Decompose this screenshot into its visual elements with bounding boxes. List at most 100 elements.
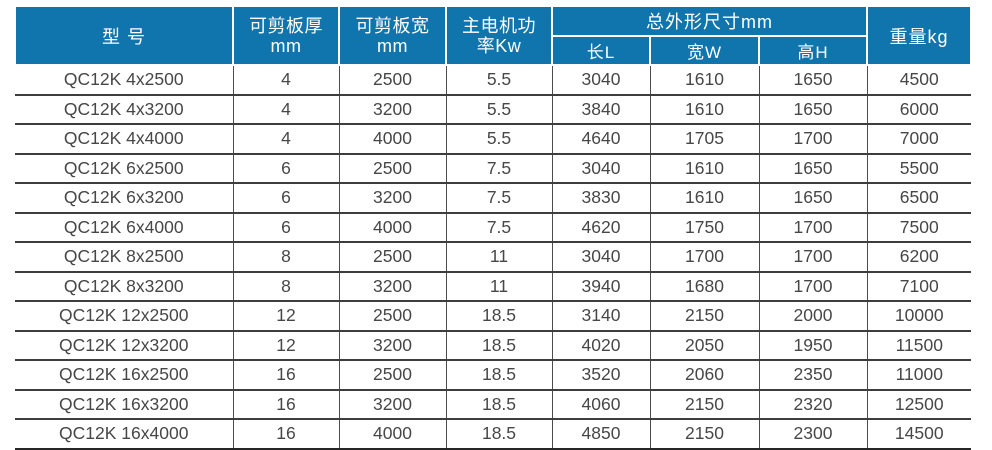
- col-header-power-line2: 率Kw: [476, 35, 522, 56]
- model-cell: QC12K 4x4000: [15, 124, 234, 155]
- col-header-width-line2: mm: [377, 35, 408, 56]
- value-cell: 4640: [551, 124, 651, 155]
- value-cell: 1700: [758, 124, 868, 155]
- value-cell: 1700: [758, 212, 868, 243]
- value-cell: 3200: [338, 330, 447, 361]
- value-cell: 16: [232, 389, 340, 420]
- value-cell: 1680: [649, 271, 760, 302]
- value-cell: 12: [232, 330, 340, 361]
- value-cell: 2500: [338, 65, 447, 96]
- col-header-dimensions-group: 总外形尺寸mm: [551, 5, 868, 37]
- value-cell: 4: [232, 124, 340, 155]
- table-header: 型 号 可剪板厚 mm 可剪板宽 mm 主电机功 率Kw 总外形尺寸mm 重量k…: [14, 5, 972, 66]
- value-cell: 2060: [649, 360, 760, 391]
- value-cell: 3200: [338, 389, 447, 420]
- value-cell: 1700: [758, 242, 868, 273]
- table-row: QC12K 6x3200 6 3200 7.5 3830 1610 1650 6500: [15, 183, 971, 214]
- value-cell: 11500: [866, 330, 971, 361]
- value-cell: 2500: [338, 153, 447, 184]
- model-cell: QC12K 12x2500: [15, 301, 234, 332]
- value-cell: 18.5: [445, 360, 553, 391]
- value-cell: 8: [232, 271, 340, 302]
- value-cell: 5500: [866, 153, 971, 184]
- table-row: QC12K 4x3200 4 3200 5.5 3840 1610 1650 6000: [15, 94, 971, 125]
- value-cell: 6000: [866, 94, 971, 125]
- col-header-thickness-line1: 可剪板厚: [249, 15, 323, 36]
- value-cell: 11000: [866, 360, 971, 391]
- value-cell: 12500: [866, 389, 971, 420]
- value-cell: 2500: [338, 360, 447, 391]
- value-cell: 1650: [758, 94, 868, 125]
- table-row: QC12K 8x3200 8 3200 11 3940 1680 1700 7100: [15, 271, 971, 302]
- value-cell: 3200: [338, 183, 447, 214]
- value-cell: 16: [232, 360, 340, 391]
- model-cell: QC12K 4x2500: [15, 65, 234, 96]
- value-cell: 4000: [338, 124, 447, 155]
- table-body: QC12K 4x2500 4 2500 5.5 3040 1610 1650 4500 QC12…: [15, 65, 971, 450]
- value-cell: 7100: [866, 271, 971, 302]
- value-cell: 1700: [758, 271, 868, 302]
- value-cell: 2050: [649, 330, 760, 361]
- table-row: QC12K 6x2500 6 2500 7.5 3040 1610 1650 5500: [15, 153, 971, 184]
- value-cell: 6: [232, 153, 340, 184]
- value-cell: 7000: [866, 124, 971, 155]
- col-header-model: 型 号: [14, 5, 234, 66]
- table-row: QC12K 8x2500 8 2500 11 3040 1700 1700 6200: [15, 242, 971, 273]
- value-cell: 2500: [338, 301, 447, 332]
- table-row: QC12K 12x2500 12 2500 18.5 3140 2150 2000 10000: [15, 301, 971, 332]
- value-cell: 5.5: [445, 94, 553, 125]
- col-header-width: 可剪板宽 mm: [338, 5, 447, 66]
- model-cell: QC12K 16x4000: [15, 419, 234, 450]
- value-cell: 7500: [866, 212, 971, 243]
- model-cell: QC12K 12x3200: [15, 330, 234, 361]
- value-cell: 3200: [338, 94, 447, 125]
- model-cell: QC12K 16x2500: [15, 360, 234, 391]
- model-cell: QC12K 8x2500: [15, 242, 234, 273]
- value-cell: 3140: [551, 301, 651, 332]
- value-cell: 1650: [758, 65, 868, 96]
- col-header-thickness-line2: mm: [270, 35, 302, 56]
- value-cell: 5.5: [445, 124, 553, 155]
- value-cell: 3830: [551, 183, 651, 214]
- value-cell: 1705: [649, 124, 760, 155]
- value-cell: 2150: [649, 301, 760, 332]
- table-row: QC12K 12x3200 12 3200 18.5 4020 2050 1950 11500: [15, 330, 971, 361]
- value-cell: 4500: [866, 65, 971, 96]
- value-cell: 4060: [551, 389, 651, 420]
- model-cell: QC12K 6x3200: [15, 183, 234, 214]
- value-cell: 7.5: [445, 212, 553, 243]
- value-cell: 3520: [551, 360, 651, 391]
- value-cell: 2300: [758, 419, 868, 450]
- value-cell: 6200: [866, 242, 971, 273]
- value-cell: 18.5: [445, 330, 553, 361]
- value-cell: 18.5: [445, 419, 553, 450]
- value-cell: 1650: [758, 183, 868, 214]
- value-cell: 3040: [551, 65, 651, 96]
- value-cell: 3040: [551, 242, 651, 273]
- table-row: QC12K 4x4000 4 4000 5.5 4640 1705 1700 7000: [15, 124, 971, 155]
- value-cell: 7.5: [445, 153, 553, 184]
- spec-table: 型 号 可剪板厚 mm 可剪板宽 mm 主电机功 率Kw 总外形尺寸mm 重量k…: [14, 5, 972, 450]
- value-cell: 1610: [649, 65, 760, 96]
- value-cell: 2000: [758, 301, 868, 332]
- value-cell: 6: [232, 183, 340, 214]
- value-cell: 4000: [338, 419, 447, 450]
- value-cell: 2320: [758, 389, 868, 420]
- value-cell: 7.5: [445, 183, 553, 214]
- value-cell: 1650: [758, 153, 868, 184]
- value-cell: 1610: [649, 94, 760, 125]
- value-cell: 11: [445, 242, 553, 273]
- value-cell: 11: [445, 271, 553, 302]
- table-row: QC12K 16x3200 16 3200 18.5 4060 2150 2320 12500: [15, 389, 971, 420]
- value-cell: 2350: [758, 360, 868, 391]
- value-cell: 2500: [338, 242, 447, 273]
- value-cell: 18.5: [445, 389, 553, 420]
- value-cell: 3200: [338, 271, 447, 302]
- value-cell: 3040: [551, 153, 651, 184]
- col-header-weight: 重量kg: [866, 5, 972, 66]
- col-header-height-h: 高H: [758, 35, 868, 66]
- model-cell: QC12K 6x2500: [15, 153, 234, 184]
- value-cell: 6500: [866, 183, 971, 214]
- value-cell: 1750: [649, 212, 760, 243]
